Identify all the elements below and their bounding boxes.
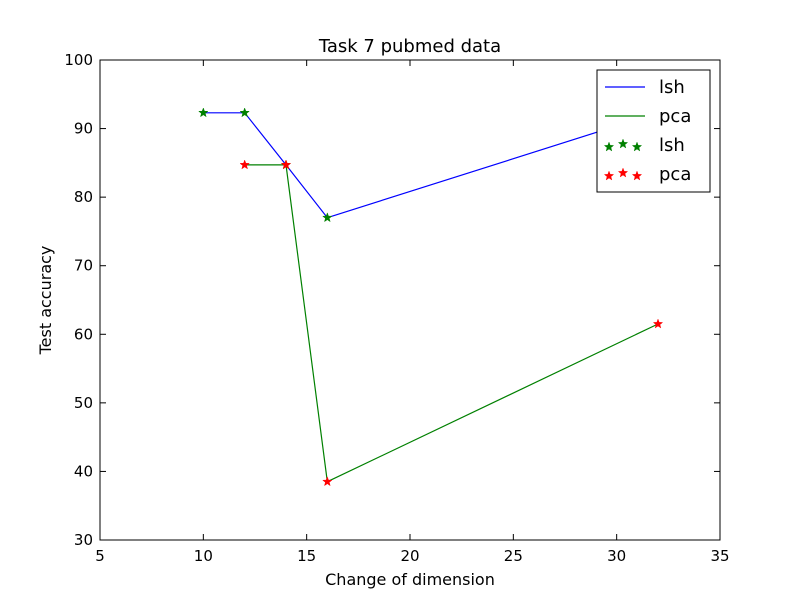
x-tick-label: 35 — [710, 547, 729, 565]
legend-marker-lsh — [603, 141, 615, 152]
data-point-lsh — [322, 212, 333, 223]
y-tick-label: 40 — [74, 462, 93, 480]
x-tick-label: 30 — [607, 547, 626, 565]
y-tick-label: 60 — [74, 325, 93, 343]
y-tick-label: 90 — [74, 120, 93, 138]
legend-marker-pca — [631, 170, 643, 181]
series-line-pca — [244, 164, 659, 483]
y-tick-label: 70 — [74, 257, 93, 275]
legend-marker-lsh — [631, 141, 643, 152]
x-tick-label: 25 — [504, 547, 523, 565]
data-point-lsh — [239, 107, 250, 118]
x-tick-label: 10 — [194, 547, 213, 565]
x-tick-label: 20 — [400, 547, 419, 565]
legend-label-lsh: lsh — [659, 77, 685, 98]
plot-frame — [99, 59, 721, 541]
legend-marker-pca — [603, 170, 615, 181]
y-tick-label: 30 — [74, 531, 93, 549]
y-tick-label: 50 — [74, 394, 93, 412]
legend-label-pca: pca — [659, 164, 691, 185]
data-point-lsh — [198, 107, 209, 118]
x-tick-label: 5 — [95, 547, 105, 565]
y-tick-label: 80 — [74, 188, 93, 206]
legend-label-pca: pca — [659, 106, 691, 127]
x-axis-title: Change of dimension — [325, 570, 495, 589]
legend-marker-lsh — [617, 138, 629, 149]
legend-box — [596, 69, 711, 193]
x-axis-ticks: 5 10 15 20 25 30 35 — [95, 60, 730, 565]
y-axis-title: Test accuracy — [36, 246, 55, 356]
data-point-pca — [322, 476, 333, 487]
legend-marker-pca — [617, 167, 629, 178]
chart-title: Task 7 pubmed data — [318, 36, 501, 57]
y-axis-ticks: 30 40 50 60 70 80 90 100 — [64, 51, 720, 549]
data-point-pca — [652, 318, 664, 329]
legend-label-lsh: lsh — [659, 135, 685, 156]
plot-lines — [203, 112, 659, 483]
data-point-pca — [280, 159, 292, 170]
y-tick-label: 100 — [64, 51, 93, 69]
data-point-pca — [239, 159, 250, 170]
x-tick-label: 15 — [297, 547, 316, 565]
legend: lsh pca lsh pca — [596, 69, 711, 193]
